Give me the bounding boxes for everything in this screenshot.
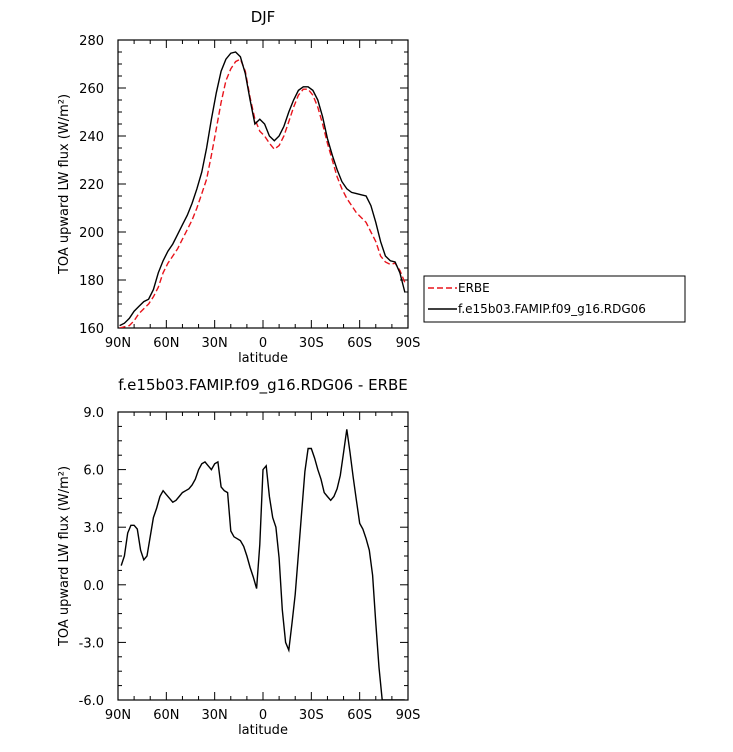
y-tick-label: 240 — [79, 130, 104, 145]
series-line-1 — [119, 51, 406, 327]
y-tick-label: 200 — [79, 226, 104, 241]
legend-entry: f.e15b03.FAMIP.f09_g16.RDG06 — [458, 302, 646, 316]
y-axis-label: TOA upward LW flux (W/m²) — [57, 94, 72, 275]
series-line-0 — [119, 58, 406, 328]
y-tick-label: 280 — [79, 34, 104, 49]
y-tick-label: 220 — [79, 178, 104, 193]
x-tick-label: 0 — [259, 336, 267, 351]
y-tick-label: 3.0 — [83, 521, 104, 536]
x-tick-label: 90N — [105, 336, 131, 351]
x-tick-label: 30N — [202, 336, 228, 351]
y-tick-label: -3.0 — [79, 636, 104, 651]
legend: ERBE f.e15b03.FAMIP.f09_g16.RDG06 — [423, 275, 686, 323]
y-tick-label: 0.0 — [83, 579, 104, 594]
series-line-0 — [120, 429, 405, 700]
legend-box — [423, 275, 686, 323]
plot-frame — [117, 39, 409, 329]
x-tick-label: 0 — [259, 708, 267, 723]
x-tick-label: 60S — [347, 336, 372, 351]
y-tick-label: 6.0 — [83, 464, 104, 479]
x-tick-label: 90S — [396, 336, 421, 351]
y-tick-label: -6.0 — [79, 694, 104, 709]
y-tick-label: 160 — [79, 322, 104, 337]
x-tick-label: 60S — [347, 708, 372, 723]
x-tick-label: 90N — [105, 708, 131, 723]
x-tick-label: 30S — [299, 708, 324, 723]
x-tick-label: 60N — [153, 708, 179, 723]
y-tick-label: 9.0 — [83, 406, 104, 421]
chart-title: DJF — [251, 8, 276, 26]
bottom-chart-difference: f.e15b03.FAMIP.f09_g16.RDG06 - ERBE 90N 60… — [57, 376, 420, 738]
x-tick-label: 30S — [299, 336, 324, 351]
chart-title: f.e15b03.FAMIP.f09_g16.RDG06 - ERBE — [118, 376, 408, 395]
x-axis-label: latitude — [238, 723, 288, 738]
plot-frame — [117, 411, 409, 701]
x-tick-label: 60N — [153, 336, 179, 351]
y-tick-label: 180 — [79, 274, 104, 289]
y-tick-label: 260 — [79, 82, 104, 97]
top-chart-djf: DJF 90N 60N 30N 0 30S 60S 90S 160 180 200 220 240 260… — [57, 8, 686, 366]
x-axis-label: latitude — [238, 351, 288, 366]
x-tick-label: 30N — [202, 708, 228, 723]
x-tick-label: 90S — [396, 708, 421, 723]
legend-entry: ERBE — [458, 281, 490, 295]
y-axis-label: TOA upward LW flux (W/m²) — [57, 466, 72, 647]
